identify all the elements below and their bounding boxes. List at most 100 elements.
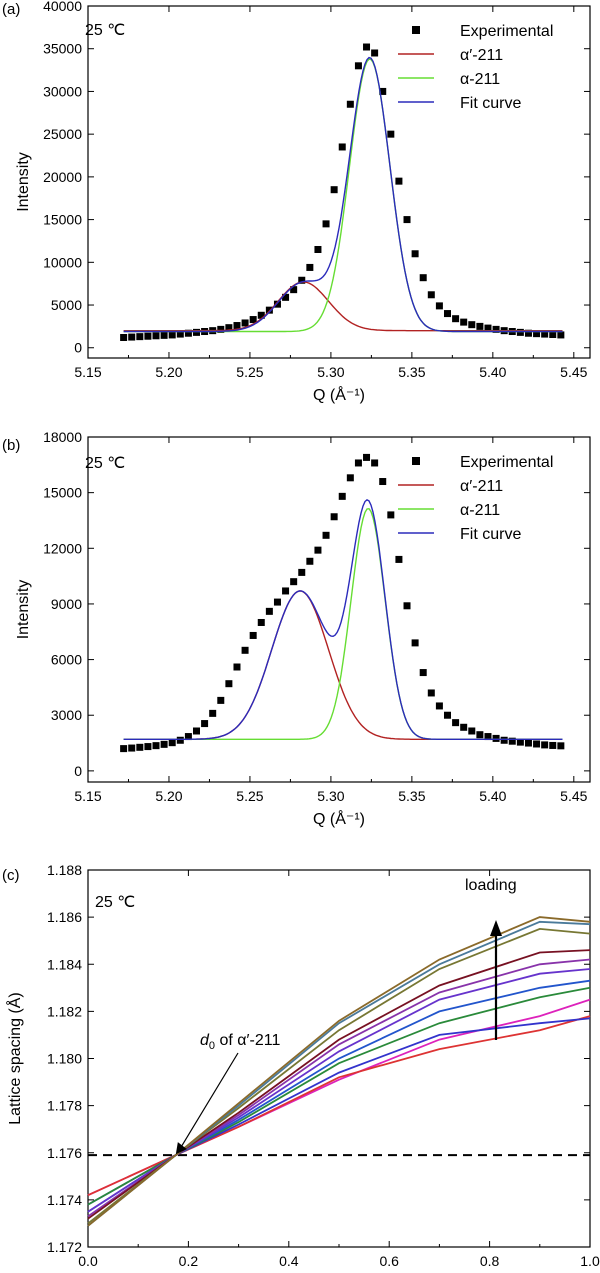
data-point	[557, 742, 565, 750]
data-point	[306, 557, 314, 565]
data-point	[314, 546, 322, 554]
data-point	[290, 286, 298, 294]
y-tick-label: 1.184	[47, 956, 82, 972]
data-point	[508, 737, 516, 745]
data-point	[241, 646, 249, 654]
data-point	[184, 733, 192, 741]
data-point	[128, 333, 136, 341]
data-point	[476, 731, 484, 739]
data-point	[144, 332, 152, 340]
data-point	[314, 245, 322, 253]
temperature-annotation: 25 ℃	[85, 455, 125, 472]
x-tick-label: 5.45	[560, 364, 587, 380]
legend-label: Fit curve	[460, 95, 521, 112]
data-point	[192, 328, 200, 336]
data-point	[363, 43, 371, 51]
data-point	[346, 100, 354, 108]
x-tick-label: 5.25	[236, 788, 263, 804]
legend-label: Experimental	[460, 454, 553, 471]
chart-panel-b: 5.15 5.20 5.25 5.30 5.35 5.40 5.45 0 3000 6000 900…	[2, 429, 591, 828]
data-point	[427, 689, 435, 697]
data-point	[492, 734, 500, 742]
legend-marker	[412, 457, 420, 465]
y-tick-label: 0	[74, 763, 82, 779]
data-point	[136, 333, 144, 341]
data-point	[371, 49, 379, 57]
data-point	[516, 328, 524, 336]
x-tick-label: 5.15	[74, 788, 101, 804]
y-tick-label: 25000	[43, 126, 82, 142]
data-point	[249, 316, 257, 324]
data-point	[217, 325, 225, 333]
data-point	[241, 319, 249, 327]
data-point	[484, 324, 492, 332]
data-point	[395, 555, 403, 563]
data-point	[379, 87, 387, 95]
y-tick-label: 15000	[43, 485, 82, 501]
data-point	[524, 329, 532, 337]
data-point	[192, 727, 200, 735]
y-tick-label: 1.182	[47, 1003, 82, 1019]
legend-marker	[412, 26, 420, 34]
series-line-2	[123, 507, 563, 740]
series-line-2	[87, 1017, 591, 1206]
x-tick-label: 5.35	[398, 788, 425, 804]
data-point	[233, 663, 241, 671]
data-point	[209, 709, 217, 717]
data-point	[330, 186, 338, 194]
series-line-3	[123, 56, 563, 333]
data-point	[549, 741, 557, 749]
data-point	[452, 315, 460, 323]
x-tick-label: 5.40	[479, 364, 506, 380]
legend-label: α′-211	[460, 47, 503, 64]
data-point	[419, 669, 427, 677]
data-point	[371, 459, 379, 467]
data-point	[330, 513, 338, 521]
data-point	[379, 478, 387, 486]
y-tick-label: 9000	[51, 596, 82, 612]
legend-label: α-211	[460, 71, 500, 88]
y-tick-label: 10000	[43, 254, 82, 270]
data-point	[282, 293, 290, 301]
data-point	[411, 250, 419, 258]
data-point	[176, 736, 184, 744]
data-point	[120, 333, 128, 341]
data-point	[265, 607, 273, 615]
data-point	[500, 736, 508, 744]
series-line-9	[87, 920, 591, 1227]
data-point	[516, 738, 524, 746]
data-point	[403, 602, 411, 610]
chart-panel-c: 0.0 0.2 0.4 0.6 0.8 1.0 1.172 1.174 1.176 1.178 1.…	[2, 862, 600, 1269]
d0-label: d0 of α′-211	[200, 1032, 280, 1052]
data-point	[346, 474, 354, 482]
series-line-4	[87, 979, 591, 1213]
data-point	[533, 330, 541, 338]
y-tick-label: 35000	[43, 41, 82, 57]
x-tick-label: 5.30	[317, 788, 344, 804]
data-point	[257, 311, 265, 319]
data-point	[387, 511, 395, 519]
y-tick-label: 12000	[43, 540, 82, 556]
data-point	[443, 711, 451, 719]
data-point	[468, 727, 476, 735]
x-tick-label: 0.0	[78, 1253, 98, 1269]
data-point	[435, 302, 443, 310]
temperature-annotation: 25 ℃	[95, 894, 135, 911]
y-tick-label: 1.180	[47, 1051, 82, 1067]
x-tick-label: 1.0	[580, 1253, 600, 1269]
data-point	[322, 220, 330, 228]
data-point	[306, 263, 314, 271]
x-tick-label: 5.40	[479, 788, 506, 804]
y-tick-label: 18000	[43, 429, 82, 445]
y-axis-title: Lattice spacing (Å)	[5, 992, 24, 1125]
x-axis-title: Q (Å⁻¹)	[313, 809, 365, 828]
y-tick-label: 1.176	[47, 1145, 82, 1161]
d0-arrow-shaft	[179, 1052, 239, 1150]
y-tick-label: 1.186	[47, 909, 82, 925]
series-line-8	[87, 927, 591, 1225]
y-tick-label: 1.174	[47, 1192, 82, 1208]
data-point	[184, 329, 192, 337]
data-point	[452, 719, 460, 727]
data-point	[282, 587, 290, 595]
data-point	[136, 743, 144, 751]
